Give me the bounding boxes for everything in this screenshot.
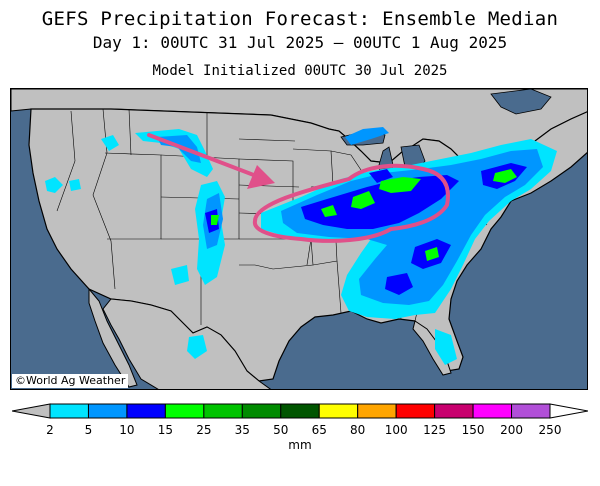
map-canvas [11,89,587,389]
legend-swatch [49,403,89,419]
mexico-land [102,298,272,389]
legend-swatch [395,403,436,419]
legend-swatch [472,403,513,419]
legend-swatch [280,403,320,419]
legend-tick-label: 80 [350,423,366,437]
legend-swatch [126,403,166,419]
legend-tick-label: 250 [538,423,562,437]
legend-tick-label: 25 [196,423,212,437]
credit-label: ©World Ag Weather [12,374,129,388]
legend-tick-label: 5 [84,423,93,437]
legend-tick-label: 2 [46,423,54,437]
legend-tick-label: 200 [500,423,523,437]
legend-tick-label: 100 [384,423,408,437]
legend-swatch [241,403,282,419]
legend-swatch [87,403,128,419]
baja-peninsula [88,287,138,388]
legend-underflow [12,403,51,419]
legend-tick-label: 10 [119,423,135,437]
legend-overflow [549,403,588,419]
florida [412,320,452,376]
legend-swatch [511,403,551,419]
units-label: mm [288,438,312,452]
annotation-arrow [147,133,275,189]
canada-water [490,89,552,115]
forecast-period: Day 1: 00UTC 31 Jul 2025 — 00UTC 1 Aug 2… [92,33,508,52]
legend-tick-label: 65 [311,423,327,437]
legend-swatch [203,403,243,419]
legend-swatch [318,403,359,419]
legend-tick-label: 150 [461,423,485,437]
legend-swatch [434,403,474,419]
precip-green [211,169,517,261]
legend-tick-label: 50 [273,423,289,437]
legend-tick-label: 125 [423,423,447,437]
map-title: GEFS Precipitation Forecast: Ensemble Me… [41,8,559,30]
precipitation-map [10,88,588,390]
legend-tick-label: 15 [157,423,174,437]
annotation-ellipse [252,163,450,243]
legend-swatch [164,403,205,419]
model-initialized: Model Initialized 00UTC 30 Jul 2025 [152,63,448,79]
color-legend [12,403,588,419]
legend-swatch [357,403,397,419]
legend-tick-label: 35 [234,423,250,437]
